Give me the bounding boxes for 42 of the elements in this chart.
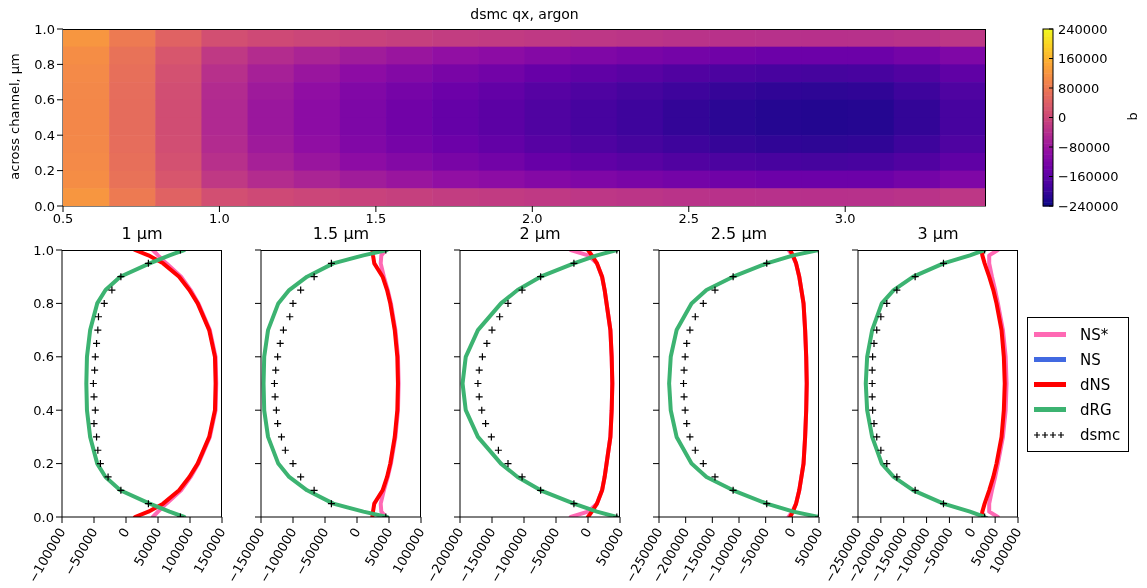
y-tick-label: 0.4 [33, 402, 54, 418]
x-tick-label: 0 [577, 525, 595, 540]
color-bar-label: 160000 [1058, 51, 1108, 66]
x-tick-label: 0 [346, 525, 364, 540]
legend-label: dRG [1080, 400, 1112, 419]
y-axis-title: across channel, µm [6, 51, 22, 182]
x-tick-label: 2.5 [678, 211, 700, 227]
color-bar-label: −240000 [1058, 198, 1119, 214]
color-bar-label: 240000 [1058, 21, 1108, 37]
y-tick-label: 1.0 [33, 242, 54, 258]
x-tick-label: 2.0 [521, 211, 543, 227]
legend-label: NS* [1080, 325, 1109, 344]
y-tick-label: 0.8 [34, 57, 55, 73]
chart-title: 3 µm [916, 224, 960, 243]
y-tick-label: 0.8 [33, 296, 54, 312]
x-tick-label: 1.0 [209, 211, 230, 227]
y-tick-label: 0.2 [34, 163, 55, 179]
y-tick-label: 0.6 [34, 92, 55, 108]
color-bar-label: 80000 [1058, 80, 1100, 96]
color-bar-title: q [1126, 111, 1142, 121]
chart-title: 1 µm [121, 224, 163, 243]
y-tick-label: 1.0 [34, 21, 55, 37]
y-tick-label: 0.4 [34, 127, 55, 143]
y-tick-label: 0.2 [33, 456, 54, 472]
chart-title: 2.5 µm [710, 224, 768, 243]
y-tick-label: 0.6 [33, 349, 54, 365]
legend-label: dNS [1080, 375, 1111, 394]
chart-title: dsmc qx, argon [469, 6, 580, 22]
color-bar-label: −80000 [1058, 139, 1111, 155]
x-tick-label: 0.5 [52, 211, 74, 227]
x-tick-label: 1.5 [365, 211, 387, 227]
legend-label: NS [1080, 350, 1101, 369]
y-tick-label: 0.0 [34, 198, 55, 214]
x-tick-label: 0 [115, 525, 133, 540]
x-tick-label: 0 [781, 525, 799, 540]
legend-label: dsmc [1080, 425, 1121, 444]
color-bar-label: 0 [1058, 110, 1067, 125]
y-tick-label: 0.0 [33, 509, 54, 525]
color-bar-label: −160000 [1058, 169, 1119, 184]
chart-title: 1.5 µm [311, 224, 371, 243]
chart-title: 2 µm [518, 224, 562, 243]
x-tick-label: 3.0 [834, 211, 856, 227]
